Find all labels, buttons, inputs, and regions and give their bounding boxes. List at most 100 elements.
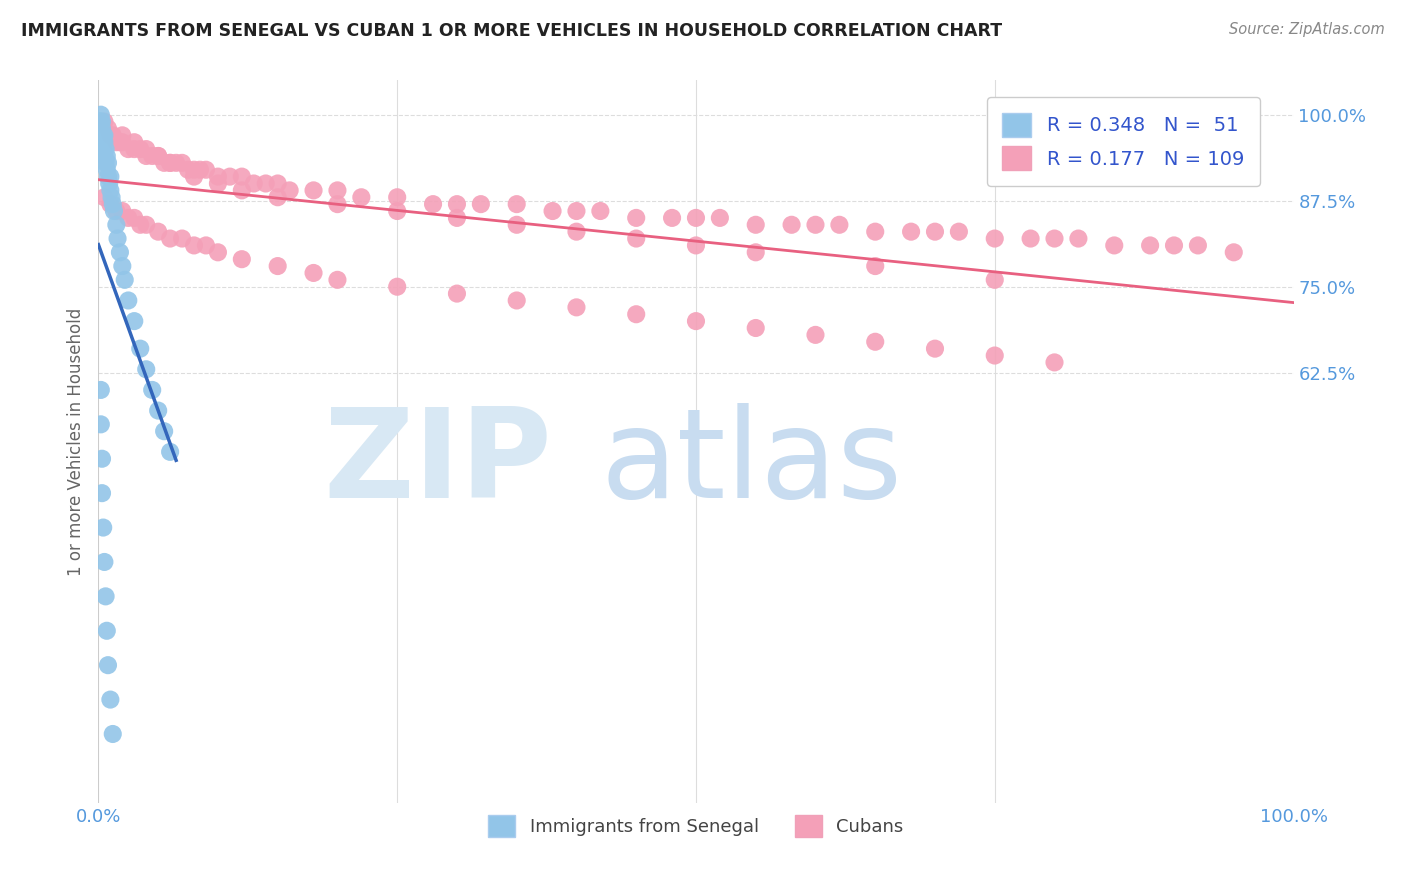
Point: [565, 301, 588, 315]
Point: [709, 211, 731, 225]
Point: [780, 218, 803, 232]
Point: [350, 190, 373, 204]
Point: [124, 142, 146, 156]
Point: [101, 727, 124, 741]
Point: [117, 211, 139, 225]
Point: [96, 149, 118, 163]
Text: ZIP: ZIP: [323, 402, 553, 524]
Point: [506, 197, 529, 211]
Point: [141, 383, 163, 397]
Point: [91, 486, 114, 500]
Point: [94, 142, 117, 156]
Point: [828, 218, 851, 232]
Point: [98, 177, 121, 191]
Point: [105, 204, 128, 219]
Legend: Immigrants from Senegal, Cubans: Immigrants from Senegal, Cubans: [481, 808, 911, 845]
Point: [254, 177, 277, 191]
Point: [183, 169, 205, 184]
Point: [135, 362, 157, 376]
Point: [1187, 238, 1209, 252]
Point: [93, 135, 115, 149]
Point: [129, 218, 152, 232]
Point: [94, 156, 117, 170]
Point: [207, 169, 229, 184]
Point: [1223, 245, 1246, 260]
Point: [90, 114, 112, 128]
Point: [91, 128, 114, 143]
Point: [98, 169, 122, 184]
Point: [91, 114, 114, 128]
Point: [91, 135, 114, 149]
Point: [124, 135, 146, 149]
Point: [97, 169, 120, 184]
Point: [745, 218, 768, 232]
Point: [117, 293, 139, 308]
Point: [98, 183, 122, 197]
Point: [117, 142, 139, 156]
Point: [900, 225, 922, 239]
Point: [506, 293, 529, 308]
Point: [626, 231, 648, 245]
Point: [108, 245, 131, 260]
Point: [1043, 231, 1066, 245]
Point: [626, 307, 648, 321]
Point: [89, 128, 111, 143]
Point: [1067, 231, 1090, 245]
Point: [470, 197, 492, 211]
Point: [111, 135, 134, 149]
Point: [100, 190, 122, 204]
Point: [90, 128, 112, 143]
Point: [91, 121, 114, 136]
Point: [541, 204, 564, 219]
Point: [385, 279, 409, 293]
Point: [1139, 238, 1161, 252]
Point: [159, 445, 181, 459]
Point: [924, 225, 946, 239]
Point: [195, 238, 218, 252]
Y-axis label: 1 or more Vehicles in Household: 1 or more Vehicles in Household: [66, 308, 84, 575]
Point: [91, 142, 114, 156]
Point: [177, 162, 200, 177]
Point: [865, 259, 887, 273]
Point: [103, 204, 125, 219]
Point: [172, 231, 194, 245]
Point: [90, 417, 112, 432]
Point: [129, 142, 152, 156]
Point: [93, 190, 115, 204]
Point: [422, 197, 444, 211]
Point: [135, 142, 157, 156]
Point: [231, 252, 253, 267]
Point: [984, 231, 1007, 245]
Point: [865, 225, 887, 239]
Point: [91, 128, 114, 143]
Point: [278, 183, 301, 197]
Point: [148, 149, 170, 163]
Point: [446, 211, 468, 225]
Point: [188, 162, 211, 177]
Point: [97, 658, 120, 673]
Point: [183, 238, 205, 252]
Point: [89, 114, 111, 128]
Text: Source: ZipAtlas.com: Source: ZipAtlas.com: [1229, 22, 1385, 37]
Point: [326, 273, 349, 287]
Point: [97, 121, 120, 136]
Point: [865, 334, 887, 349]
Point: [91, 520, 114, 534]
Point: [108, 135, 131, 149]
Point: [98, 197, 122, 211]
Point: [267, 177, 290, 191]
Point: [148, 225, 170, 239]
Point: [91, 451, 114, 466]
Point: [114, 273, 136, 287]
Point: [302, 266, 325, 280]
Point: [302, 183, 325, 197]
Point: [243, 177, 266, 191]
Point: [446, 197, 468, 211]
Point: [111, 204, 134, 219]
Point: [93, 128, 115, 143]
Point: [153, 156, 176, 170]
Point: [141, 149, 163, 163]
Point: [565, 204, 588, 219]
Point: [267, 259, 290, 273]
Point: [159, 156, 181, 170]
